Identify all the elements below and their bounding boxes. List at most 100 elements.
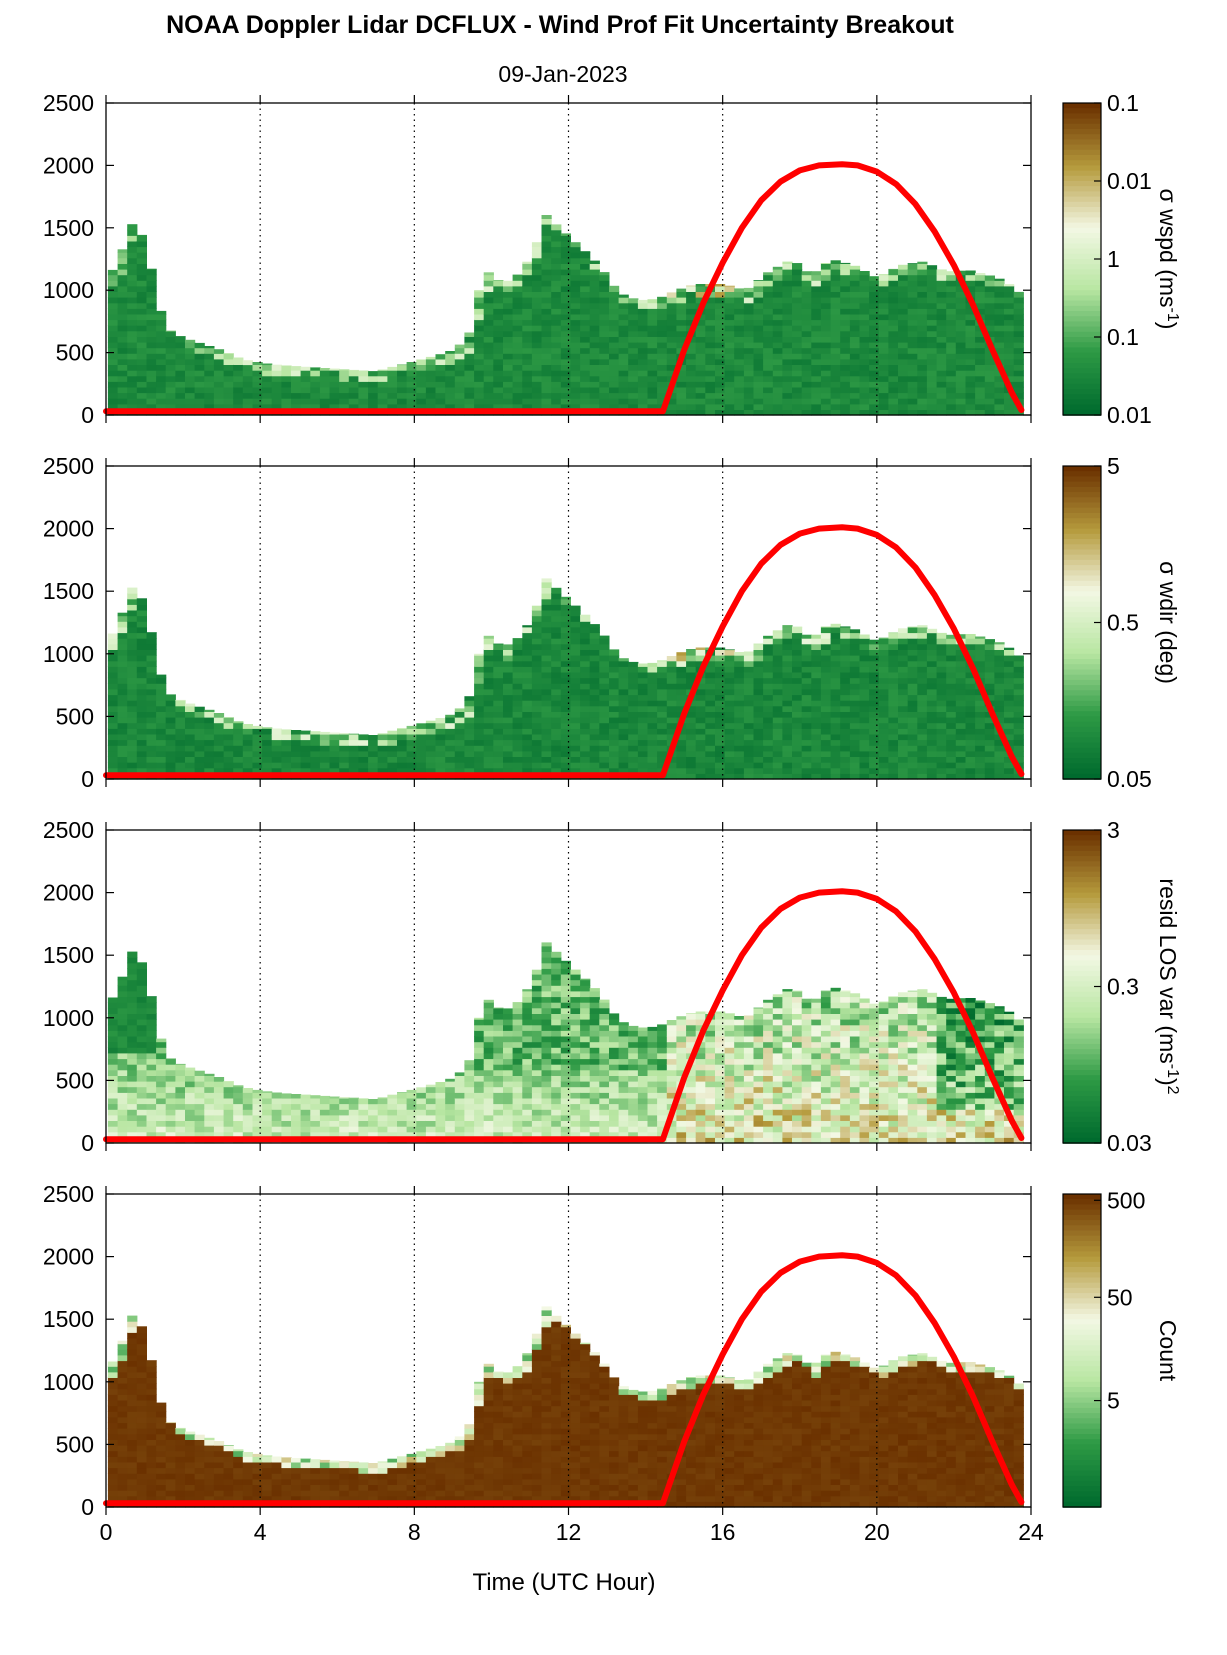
heatmap-cell — [917, 683, 928, 690]
heatmap-cell — [377, 369, 388, 371]
heatmap-cell — [715, 297, 726, 304]
heatmap-cell — [531, 1002, 543, 1009]
heatmap-cell — [522, 666, 533, 673]
heatmap-cell — [705, 353, 716, 360]
heatmap-cell — [1013, 381, 1024, 388]
heatmap-cell — [204, 1092, 215, 1099]
heatmap-cell — [763, 381, 774, 388]
heatmap-cell — [570, 403, 581, 410]
colorbar-step — [1063, 601, 1101, 608]
heatmap-cell — [213, 403, 225, 410]
heatmap-cell — [233, 381, 244, 388]
heatmap-cell — [512, 1013, 523, 1020]
heatmap-cell — [811, 672, 822, 679]
heatmap-cell — [531, 722, 543, 729]
heatmap-cell — [955, 666, 966, 673]
heatmap-cell — [156, 342, 167, 349]
heatmap-cell — [531, 353, 543, 360]
heatmap-cell — [580, 615, 591, 622]
heatmap-cell — [262, 750, 273, 757]
colorbar-step — [1063, 747, 1101, 754]
heatmap-cell — [223, 1097, 234, 1105]
heatmap-cell — [753, 370, 764, 377]
colorbar-step — [1063, 773, 1101, 780]
heatmap-cell — [724, 660, 735, 667]
heatmap-cell — [165, 1069, 176, 1076]
heatmap-cell — [493, 392, 504, 399]
heatmap-cell — [551, 626, 562, 634]
heatmap-cell — [637, 694, 649, 701]
heatmap-cell — [984, 291, 995, 298]
heatmap-cell — [445, 351, 456, 354]
heatmap-cell — [281, 733, 292, 741]
heatmap-cell — [551, 593, 562, 600]
heatmap-cell — [743, 291, 755, 298]
heatmap-cell — [975, 353, 986, 360]
heatmap-cell — [541, 610, 552, 617]
heatmap-cell — [676, 672, 687, 679]
heatmap-cell — [936, 319, 947, 326]
heatmap-cell — [474, 1019, 485, 1026]
heatmap-cell — [377, 403, 388, 410]
heatmap-cell — [994, 409, 1005, 416]
heatmap-cell — [801, 649, 812, 656]
heatmap-cell — [156, 717, 167, 724]
heatmap-cell — [107, 308, 119, 315]
heatmap-cell — [657, 745, 668, 752]
heatmap-cell — [117, 249, 128, 253]
heatmap-cell — [204, 347, 215, 354]
heatmap-cell — [955, 705, 966, 712]
heatmap-cell — [907, 297, 918, 304]
heatmap-cell — [185, 1069, 196, 1076]
heatmap-cell — [946, 386, 957, 394]
heatmap-cell — [560, 610, 571, 617]
heatmap-cell — [348, 756, 359, 763]
heatmap-cell — [589, 745, 600, 752]
heatmap-cell — [830, 269, 841, 276]
heatmap-cell — [522, 649, 533, 656]
heatmap-cell — [1013, 700, 1024, 707]
heatmap-cell — [483, 655, 494, 662]
heatmap-cell — [618, 381, 629, 388]
heatmap-cell — [454, 370, 465, 377]
heatmap-cell — [686, 677, 697, 684]
heatmap-cell — [107, 370, 119, 377]
heatmap-cell — [310, 733, 321, 741]
heatmap-cell — [512, 688, 523, 696]
heatmap-cell — [117, 375, 128, 382]
heatmap-cell — [637, 347, 649, 354]
heatmap-cell — [820, 398, 832, 405]
heatmap-cell — [406, 762, 417, 769]
heatmap-cell — [503, 353, 514, 360]
heatmap-cell — [348, 375, 359, 382]
heatmap-cell — [686, 745, 697, 752]
heatmap-cell — [763, 688, 774, 696]
heatmap-cell — [859, 271, 870, 276]
heatmap-cell — [936, 773, 947, 780]
heatmap-cell — [599, 655, 610, 662]
heatmap-cell — [127, 745, 138, 752]
heatmap-cell — [965, 728, 976, 735]
heatmap-cell — [618, 403, 629, 410]
heatmap-cell — [503, 739, 514, 746]
heatmap-cell — [830, 330, 841, 337]
heatmap-cell — [753, 353, 764, 360]
heatmap-cell — [840, 375, 851, 382]
heatmap-cell — [136, 598, 147, 605]
heatmap-cell — [136, 1120, 147, 1127]
heatmap-cell — [869, 688, 880, 696]
heatmap-cell — [136, 403, 147, 410]
heatmap-cell — [127, 1019, 138, 1026]
heatmap-cell — [946, 745, 957, 752]
heatmap-cell — [194, 762, 205, 769]
heatmap-cell — [936, 739, 947, 746]
heatmap-cell — [907, 672, 918, 679]
heatmap-cell — [551, 269, 562, 276]
heatmap-cell — [975, 745, 986, 752]
colorbar-step — [1063, 149, 1101, 156]
heatmap-cell — [435, 762, 446, 769]
heatmap-cell — [955, 358, 966, 365]
heatmap-cell — [666, 358, 677, 365]
heatmap-cell — [570, 733, 581, 741]
heatmap-cell — [975, 403, 986, 410]
